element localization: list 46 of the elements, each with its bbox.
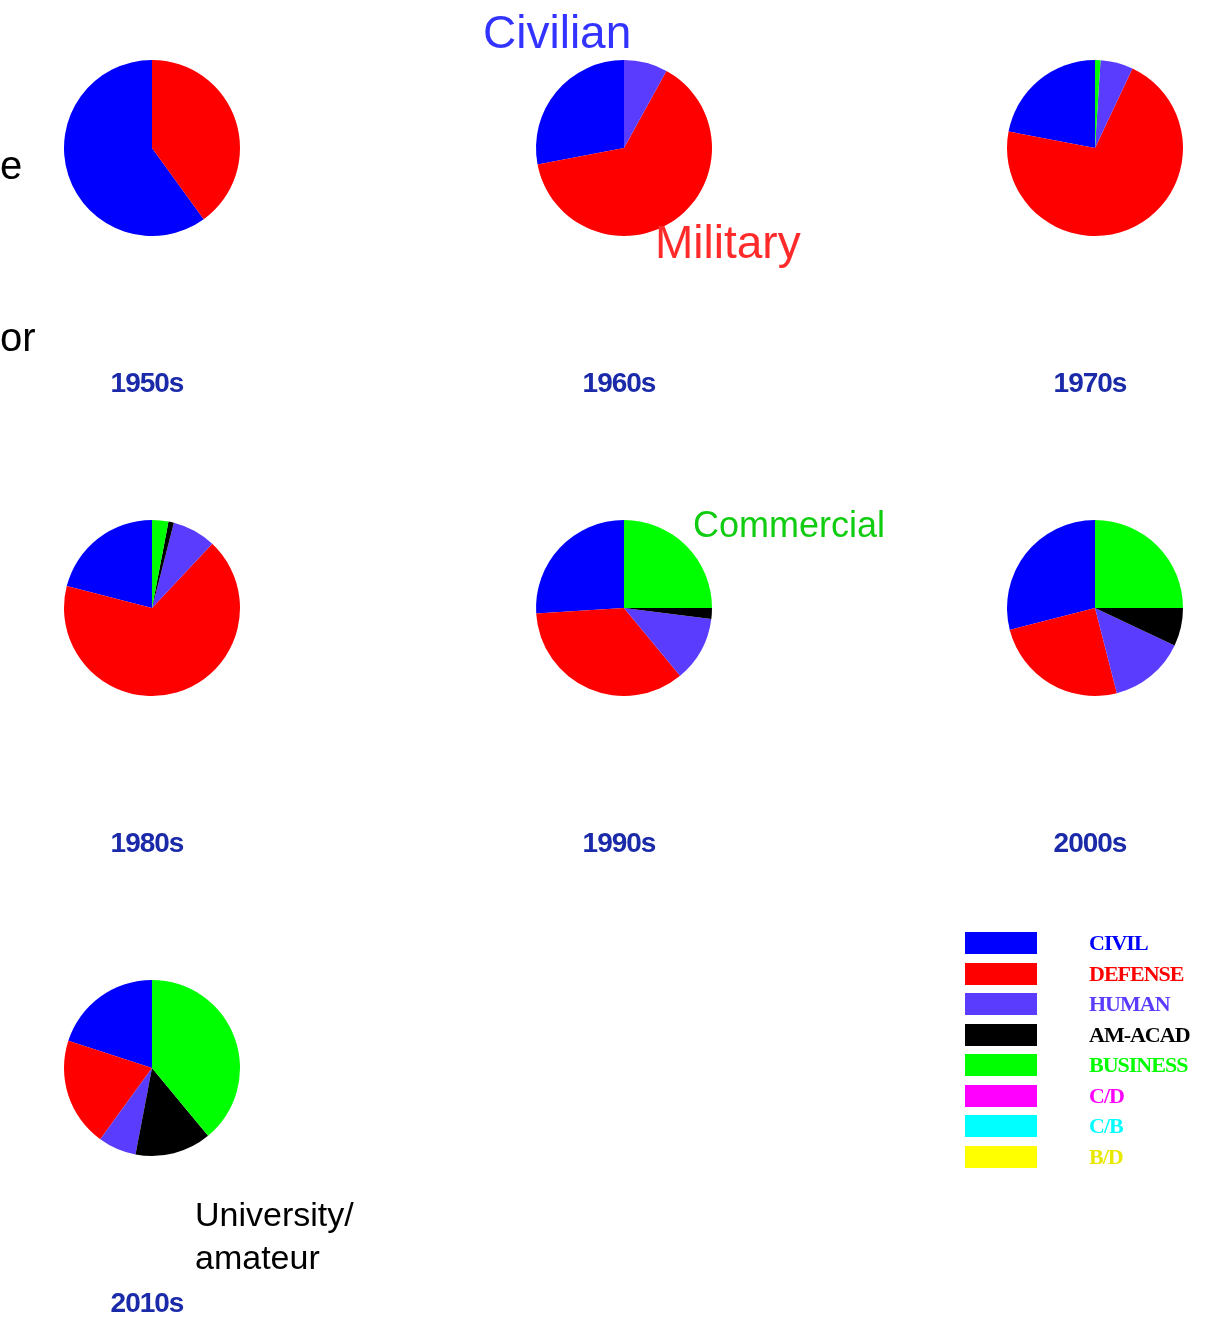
legend-label: AM-ACAD [1089,1021,1190,1048]
pie-slice [624,608,712,676]
legend-label: HUMAN [1089,991,1170,1018]
pie-slice [1095,60,1133,148]
pie-slice [1007,520,1095,630]
text: University/ amateur [195,1194,355,1278]
text: 1970s [1052,367,1128,399]
text: 1950s [109,367,185,399]
legend-label: BUSINESS [1089,1052,1188,1079]
pie-slice [1009,608,1117,696]
pie-slice [152,980,240,1136]
legend-label: C/D [1089,1082,1124,1109]
text: 1990s [581,827,657,859]
pie-slice [536,608,681,696]
pie-slice [1007,68,1183,236]
pie-slice [536,520,624,614]
pie-slice [100,1068,152,1155]
pie-slice [64,60,204,236]
legend-label: C/B [1089,1113,1123,1140]
legend-label: CIVIL [1089,930,1148,957]
pie-slice [135,1068,209,1156]
pie-slice [1095,608,1175,694]
pie-slice [64,543,240,696]
pie-slice [152,60,240,220]
pie-slice [1095,520,1183,608]
pie-slice [536,60,624,165]
pie-slice [152,522,213,608]
pie-slice [152,521,174,608]
text: e [0,142,23,189]
legend-label: DEFENSE [1089,960,1184,987]
pie-slice [152,520,169,608]
text: Commercial [693,503,886,547]
pie-slice [1008,60,1095,148]
text: 1960s [581,367,657,399]
text: 2010s [109,1287,185,1319]
pie-slice [64,1040,152,1140]
pie-slice [66,520,152,608]
text: Military [655,215,801,270]
text: 1980s [109,827,185,859]
pie-slice [68,980,152,1068]
pie-slice [1095,608,1183,646]
pie-slice [624,60,667,148]
legend-label: B/D [1089,1143,1123,1170]
text: 2000s [1052,827,1128,859]
text: or [0,314,36,361]
text: Civilian [483,5,632,60]
